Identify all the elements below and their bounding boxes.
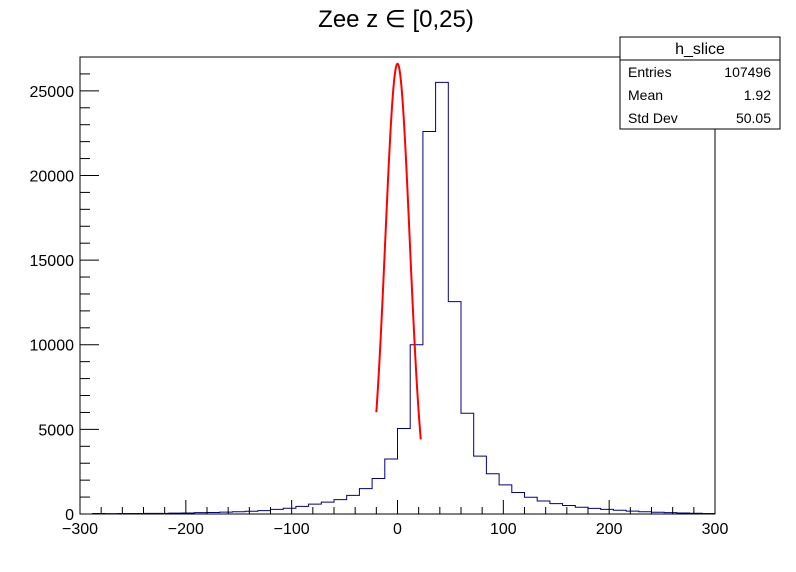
- x-tick-label: 200: [596, 521, 623, 538]
- chart-title: Zee z ∈ [0,25): [318, 6, 474, 33]
- x-axis: −300 −200 −100 0 100 200 300: [62, 500, 728, 538]
- x-tick-label: −100: [274, 521, 310, 538]
- x-tick-label: −200: [168, 521, 204, 538]
- y-tick-label: 0: [65, 507, 74, 524]
- stats-stddev-label: Std Dev: [628, 110, 678, 126]
- x-tick-label: 300: [702, 521, 729, 538]
- stats-entries-label: Entries: [628, 64, 672, 80]
- y-tick-label: 10000: [30, 338, 75, 355]
- stats-box: h_slice Entries 107496 Mean 1.92 Std Dev…: [619, 36, 781, 130]
- histogram-outline: [80, 81, 715, 515]
- x-tick-label: 0: [393, 521, 402, 538]
- y-tick-label: 5000: [38, 422, 74, 439]
- stats-box-frame: [619, 36, 781, 130]
- x-tick-label: −300: [62, 521, 98, 538]
- stats-mean-value: 1.92: [744, 87, 771, 103]
- x-tick-label: 100: [490, 521, 517, 538]
- fit-curve: [375, 62, 422, 440]
- histogram-layer: [80, 81, 715, 515]
- stats-box-title: h_slice: [675, 41, 725, 58]
- stats-mean-label: Mean: [628, 87, 663, 103]
- fit-layer: [375, 62, 422, 440]
- stats-stddev-value: 50.05: [736, 110, 771, 126]
- y-tick-label: 15000: [30, 253, 75, 270]
- y-tick-label: 20000: [30, 168, 75, 185]
- y-tick-label: 25000: [30, 84, 75, 101]
- stats-entries-value: 107496: [724, 64, 771, 80]
- y-axis: 0 5000 10000 15000 20000 25000: [30, 56, 99, 524]
